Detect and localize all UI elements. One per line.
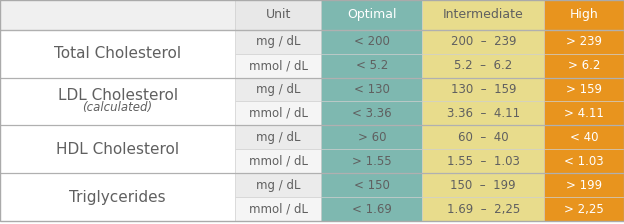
Text: < 1.69: < 1.69 xyxy=(352,203,392,216)
Bar xyxy=(235,197,321,221)
Text: > 6.2: > 6.2 xyxy=(568,59,600,72)
Text: LDL Cholesterol: LDL Cholesterol xyxy=(57,88,178,103)
Text: Optimal: Optimal xyxy=(347,8,397,21)
Bar xyxy=(321,149,422,173)
Bar xyxy=(321,78,422,101)
Text: 130  –  159: 130 – 159 xyxy=(451,83,516,96)
Text: (calculated): (calculated) xyxy=(82,101,153,114)
Bar xyxy=(0,0,235,30)
Text: Intermediate: Intermediate xyxy=(443,8,524,21)
Bar xyxy=(422,173,544,197)
Bar xyxy=(321,173,422,197)
Text: Triglycerides: Triglycerides xyxy=(69,190,166,205)
Bar xyxy=(422,78,544,101)
Text: mg / dL: mg / dL xyxy=(256,35,301,48)
Bar xyxy=(321,125,422,149)
Bar xyxy=(321,101,422,125)
Text: < 3.36: < 3.36 xyxy=(352,107,392,120)
Text: < 200: < 200 xyxy=(354,35,390,48)
Text: > 1.55: > 1.55 xyxy=(352,155,392,168)
Text: > 159: > 159 xyxy=(566,83,602,96)
Bar xyxy=(0,30,235,78)
Text: 3.36  –  4.11: 3.36 – 4.11 xyxy=(447,107,520,120)
Text: 60  –  40: 60 – 40 xyxy=(458,131,509,144)
Bar xyxy=(422,54,544,78)
Bar xyxy=(321,54,422,78)
Text: 5.2  –  6.2: 5.2 – 6.2 xyxy=(454,59,512,72)
Bar xyxy=(422,125,544,149)
Bar xyxy=(544,125,624,149)
Text: Total Cholesterol: Total Cholesterol xyxy=(54,46,181,61)
Text: mmol / dL: mmol / dL xyxy=(249,107,308,120)
Text: 150  –  199: 150 – 199 xyxy=(451,179,516,192)
Bar xyxy=(544,173,624,197)
Bar xyxy=(235,149,321,173)
Bar xyxy=(321,30,422,54)
Text: > 4.11: > 4.11 xyxy=(564,107,604,120)
Bar xyxy=(235,78,321,101)
Bar xyxy=(422,0,544,30)
Text: mmol / dL: mmol / dL xyxy=(249,59,308,72)
Text: < 1.03: < 1.03 xyxy=(564,155,604,168)
Bar xyxy=(544,101,624,125)
Bar xyxy=(235,0,321,30)
Text: < 150: < 150 xyxy=(354,179,390,192)
Bar xyxy=(235,125,321,149)
Text: 200  –  239: 200 – 239 xyxy=(451,35,516,48)
Text: Unit: Unit xyxy=(266,8,291,21)
Text: < 40: < 40 xyxy=(570,131,598,144)
Text: < 5.2: < 5.2 xyxy=(356,59,388,72)
Text: > 239: > 239 xyxy=(566,35,602,48)
Bar xyxy=(0,125,235,173)
Text: > 2,25: > 2,25 xyxy=(564,203,604,216)
Text: 1.69  –  2,25: 1.69 – 2,25 xyxy=(447,203,520,216)
Bar xyxy=(422,197,544,221)
Text: > 199: > 199 xyxy=(566,179,602,192)
Bar xyxy=(321,197,422,221)
Bar xyxy=(235,101,321,125)
Text: 1.55  –  1.03: 1.55 – 1.03 xyxy=(447,155,520,168)
Bar xyxy=(0,173,235,221)
Bar xyxy=(422,30,544,54)
Text: mmol / dL: mmol / dL xyxy=(249,155,308,168)
Bar xyxy=(235,54,321,78)
Bar xyxy=(544,30,624,54)
Text: mg / dL: mg / dL xyxy=(256,83,301,96)
Text: < 130: < 130 xyxy=(354,83,390,96)
Text: mmol / dL: mmol / dL xyxy=(249,203,308,216)
Bar xyxy=(422,101,544,125)
Bar xyxy=(422,149,544,173)
Text: High: High xyxy=(570,8,598,21)
Bar xyxy=(0,78,235,125)
Bar xyxy=(544,0,624,30)
Bar xyxy=(544,54,624,78)
Text: HDL Cholesterol: HDL Cholesterol xyxy=(56,142,179,157)
Bar xyxy=(235,173,321,197)
Text: > 60: > 60 xyxy=(358,131,386,144)
Bar xyxy=(235,30,321,54)
Bar xyxy=(544,78,624,101)
Bar xyxy=(321,0,422,30)
Bar xyxy=(544,149,624,173)
Text: mg / dL: mg / dL xyxy=(256,179,301,192)
Text: mg / dL: mg / dL xyxy=(256,131,301,144)
Bar xyxy=(544,197,624,221)
